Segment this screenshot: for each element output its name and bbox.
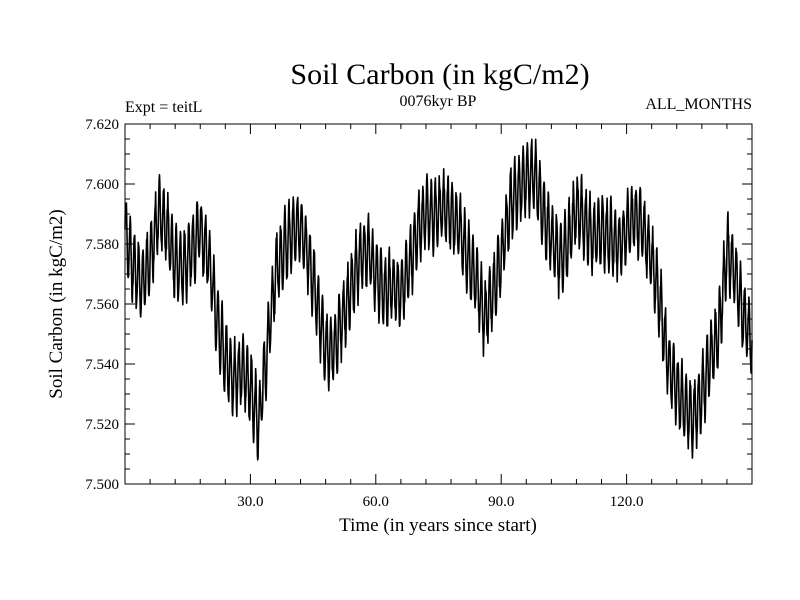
- x-axis-title: Time (in years since start): [339, 515, 537, 536]
- y-axis-title: Soil Carbon (in kgC/m2): [46, 209, 67, 398]
- y-tick-label: 7.560: [85, 297, 119, 313]
- chart-title: Soil Carbon (in kgC/m2): [290, 58, 589, 91]
- x-tick-label: 30.0: [237, 494, 263, 510]
- y-tick-label: 7.580: [85, 237, 119, 253]
- y-tick-label: 7.620: [85, 117, 119, 133]
- y-axis: 7.500 7.520 7.540 7.560 7.580 7.600 7.620: [85, 117, 752, 493]
- x-tick-label: 90.0: [488, 494, 514, 510]
- y-tick-label: 7.500: [85, 477, 119, 493]
- soil-carbon-series-line: [124, 138, 753, 461]
- y-tick-label: 7.540: [85, 357, 119, 373]
- x-tick-label: 120.0: [610, 494, 644, 510]
- y-tick-label: 7.600: [85, 177, 119, 193]
- period-label: 0076kyr BP: [400, 93, 477, 110]
- experiment-label: Expt = teitL: [125, 99, 202, 116]
- plot-frame: [124, 123, 753, 485]
- x-axis: 30.0 60.0 90.0 120.0: [149, 124, 728, 510]
- x-tick-label: 60.0: [363, 494, 389, 510]
- y-tick-label: 7.520: [85, 417, 119, 433]
- series-layer: [124, 138, 753, 461]
- months-label: ALL_MONTHS: [645, 96, 752, 113]
